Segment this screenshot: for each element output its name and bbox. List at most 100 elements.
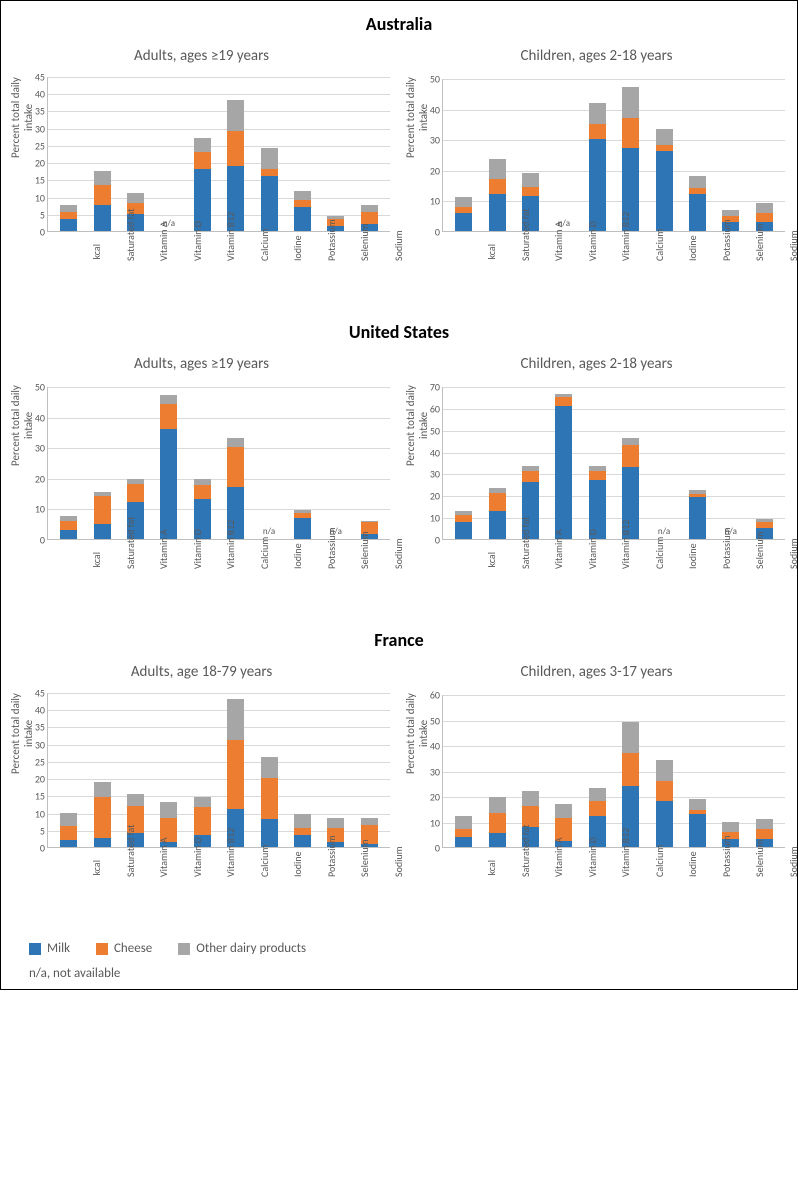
bar-segment-cheese [522, 471, 539, 482]
bar-segment-cheese [227, 131, 244, 165]
x-labels: kcalSaturated fatVitamin AVitamin DVitam… [442, 544, 785, 557]
x-label: Iodine [686, 860, 699, 877]
bar-segment-other [327, 818, 344, 828]
bar-segment-milk [489, 194, 506, 231]
y-tick: 40 [35, 704, 45, 717]
x-label: Calcium [653, 860, 666, 877]
bar-segment-milk [656, 151, 673, 231]
panel-title: Adults, ages ≥19 years [9, 355, 394, 373]
y-axis-label: Percent total daily intake [9, 685, 25, 852]
chart-panel: Children, ages 2-18 yearsPercent total d… [404, 349, 789, 627]
stacked-bar [294, 510, 311, 539]
x-label: kcal [90, 244, 103, 261]
y-tick: 10 [430, 512, 440, 525]
bar-segment-cheese [94, 496, 111, 524]
y-axis: 051015202530354045 [25, 685, 47, 852]
plot-wrap: n/a [442, 69, 789, 236]
stacked-bar [60, 813, 77, 847]
bar-segment-other [489, 797, 506, 812]
stacked-bar [489, 797, 506, 847]
x-label: Vitamin B12 [224, 860, 237, 877]
legend: MilkCheeseOther dairy products [9, 941, 789, 956]
chart-panel: Adults, ages ≥19 years Percent total dail… [9, 349, 394, 627]
x-label: Vitamin A [157, 552, 170, 569]
bar-segment-cheese [60, 521, 77, 530]
y-tick: 20 [430, 791, 440, 804]
plot-wrap: n/an/a [47, 377, 394, 544]
bar-segment-other [227, 100, 244, 131]
chart-zone: Percent total daily intake01020304050607… [404, 377, 789, 544]
bar-segment-milk [94, 205, 111, 231]
bar-segment-cheese [589, 124, 606, 139]
bar-segment-cheese [589, 471, 606, 480]
y-tick: 30 [35, 738, 45, 751]
y-tick: 20 [430, 490, 440, 503]
y-tick: 30 [430, 134, 440, 147]
bar-segment-other [689, 176, 706, 188]
bar-segment-cheese [60, 212, 77, 219]
bar-segment-milk [261, 176, 278, 231]
y-tick: 20 [35, 157, 45, 170]
x-label: Iodine [686, 552, 699, 569]
y-tick: 35 [35, 105, 45, 118]
bar-segment-other [294, 814, 311, 828]
bar-segment-cheese [555, 397, 572, 406]
bar-segment-other [60, 205, 77, 212]
x-label: kcal [485, 552, 498, 569]
bar-segment-other [227, 438, 244, 447]
bar-segment-other [722, 822, 739, 832]
y-tick: 30 [35, 122, 45, 135]
bar-segment-cheese [522, 187, 539, 196]
y-axis: 051015202530354045 [25, 69, 47, 236]
panel-title: Children, ages 2-18 years [404, 355, 789, 373]
x-label: kcal [485, 244, 498, 261]
x-label: Potassium [720, 860, 733, 877]
bar-segment-milk [294, 207, 311, 231]
bar-segment-milk [689, 814, 706, 847]
bar-segment-other [261, 757, 278, 778]
y-tick: 30 [430, 468, 440, 481]
x-label: Selenium [358, 552, 371, 569]
plot-area: n/an/a [47, 387, 390, 540]
bar-segment-milk [689, 194, 706, 231]
chart-zone: Percent total daily intake01020304050n/a [404, 69, 789, 236]
country-title: United States [9, 321, 789, 343]
x-label: Vitamin D [191, 552, 204, 569]
x-label: Vitamin B12 [619, 244, 632, 261]
x-label: Saturated fat [519, 244, 532, 261]
bar-segment-other [656, 129, 673, 146]
bar-segment-milk [555, 406, 572, 539]
stacked-bar [589, 466, 606, 539]
bar-segment-milk [589, 139, 606, 231]
na-label: n/a [658, 526, 670, 537]
plot-wrap: n/a [47, 69, 394, 236]
x-label: kcal [485, 860, 498, 877]
legend-swatch [96, 943, 108, 955]
stacked-bar [261, 148, 278, 231]
stacked-bar [455, 511, 472, 539]
y-tick: 50 [35, 381, 45, 394]
y-tick: 25 [35, 755, 45, 768]
stacked-bar [455, 816, 472, 847]
bar-segment-cheese [127, 484, 144, 502]
y-tick: 10 [430, 195, 440, 208]
bar-segment-other [589, 103, 606, 124]
x-label: Selenium [358, 244, 371, 261]
y-tick: 50 [430, 424, 440, 437]
bars-container [48, 693, 390, 847]
bar-segment-other [756, 203, 773, 212]
y-axis: 0102030405060 [420, 685, 442, 852]
bar-segment-other [689, 799, 706, 810]
bar-segment-other [60, 813, 77, 827]
bar-segment-other [127, 193, 144, 203]
bar-segment-cheese [227, 740, 244, 809]
x-labels: kcalSaturated fatVitamin AVitamin DVitam… [47, 852, 390, 865]
plot-area [442, 695, 785, 848]
x-label: Sodium [392, 860, 405, 877]
x-label: Vitamin D [191, 244, 204, 261]
bar-segment-other [227, 699, 244, 740]
chart-zone: Percent total daily intake01020304050n/a… [9, 377, 394, 544]
bar-segment-milk [455, 213, 472, 231]
x-label: Vitamin D [586, 552, 599, 569]
x-label: Iodine [291, 244, 304, 261]
